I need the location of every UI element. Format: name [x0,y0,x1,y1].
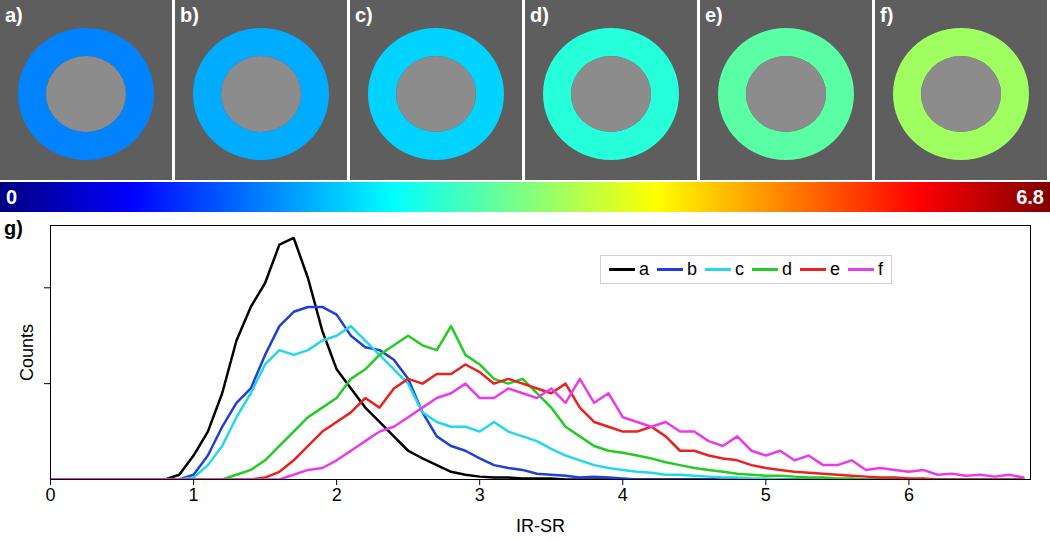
svg-text:3: 3 [475,485,485,505]
svg-text:b): b) [180,4,199,26]
svg-text:c): c) [355,4,373,26]
svg-text:IR-SR: IR-SR [516,516,565,536]
svg-text:2: 2 [332,485,342,505]
svg-text:f): f) [880,4,893,26]
html-text:g): g) [4,217,23,239]
svg-text:1: 1 [189,485,199,505]
svg-text:0: 0 [45,485,55,505]
html-text:f: f [878,259,884,279]
html-text:0: 0 [6,186,18,208]
svg-text:5: 5 [761,485,771,505]
svg-text:Counts: Counts [17,324,37,381]
html-text:b: b [687,259,697,279]
html-text:a: a [639,259,649,279]
html-text:6.8: 6.8 [1016,186,1044,208]
svg-text:d): d) [530,4,549,26]
svg-text:a): a) [5,4,23,26]
svg-text:e): e) [705,4,723,26]
html-text:c: c [735,259,744,279]
html-text:e: e [830,259,841,279]
svg-text:6: 6 [904,485,914,505]
svg-text:4: 4 [618,485,628,505]
html-text:d: d [782,259,792,279]
